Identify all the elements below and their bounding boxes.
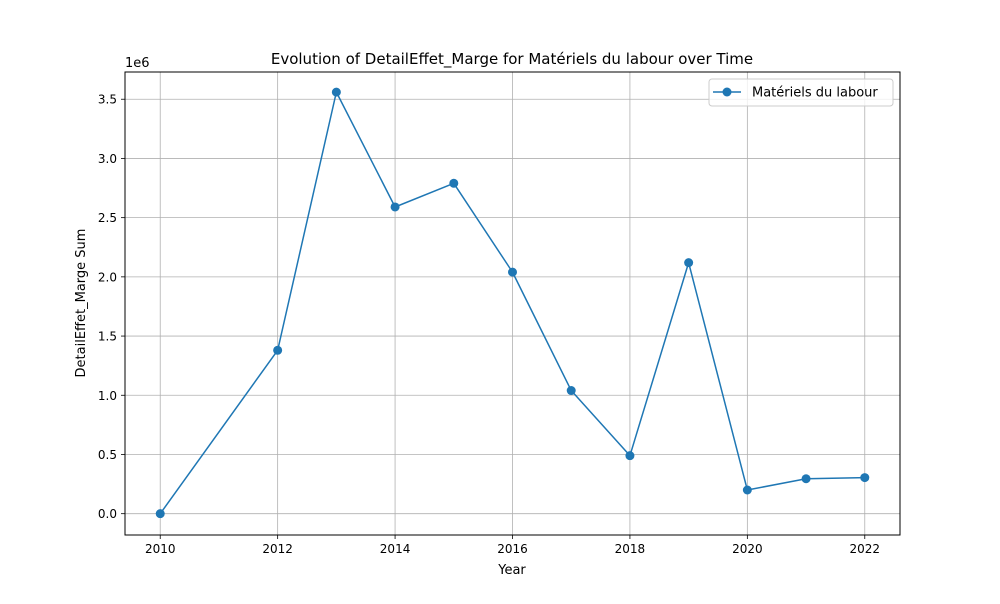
x-tick-label: 2018 xyxy=(615,542,646,556)
x-tick-label: 2010 xyxy=(145,542,176,556)
x-axis-label: Year xyxy=(497,563,526,578)
data-point xyxy=(331,87,341,97)
axis-ticks: 2010 2012 2014 2016 2018 2020 2022 0.0 0.5 1.0 1.5… xyxy=(98,93,880,556)
x-tick-label: 2014 xyxy=(380,542,411,556)
data-point xyxy=(860,473,870,483)
y-tick-label: 3.5 xyxy=(98,93,117,107)
data-point xyxy=(801,474,811,484)
y-tick-label: 1.5 xyxy=(98,330,117,344)
x-tick-label: 2016 xyxy=(497,542,528,556)
data-point xyxy=(566,386,576,396)
data-point xyxy=(390,202,400,212)
legend: Matériels du labour xyxy=(708,78,894,107)
x-tick-label: 2012 xyxy=(262,542,293,556)
y-tick-label: 3.0 xyxy=(98,152,117,166)
legend-label: Matériels du labour xyxy=(752,86,878,101)
y-tick-label: 1.0 xyxy=(98,389,117,403)
series-line xyxy=(159,91,865,515)
x-tick-label: 2022 xyxy=(849,542,880,556)
data-point xyxy=(508,267,517,277)
legend-marker-swatch xyxy=(722,87,732,97)
data-point xyxy=(742,485,752,495)
y-axis-scale-label: 1e6 xyxy=(125,56,150,71)
data-point xyxy=(684,258,694,268)
series-markers xyxy=(155,87,870,519)
data-point xyxy=(625,451,635,461)
data-point xyxy=(273,345,283,355)
x-tick-label: 2020 xyxy=(732,542,763,556)
legend-box xyxy=(708,78,894,107)
y-tick-label: 2.0 xyxy=(98,270,117,284)
grid xyxy=(125,72,900,535)
y-tick-label: 0.5 xyxy=(98,448,117,462)
y-tick-label: 0.0 xyxy=(98,507,117,521)
data-point xyxy=(449,178,459,188)
data-point xyxy=(155,509,165,519)
y-tick-label: 2.5 xyxy=(98,211,117,225)
chart-title: Evolution of DetailEffet_Marge for Matér… xyxy=(271,50,753,69)
y-axis-label: DetailEffet_Marge Sum xyxy=(74,229,89,378)
series-lines xyxy=(159,91,865,515)
